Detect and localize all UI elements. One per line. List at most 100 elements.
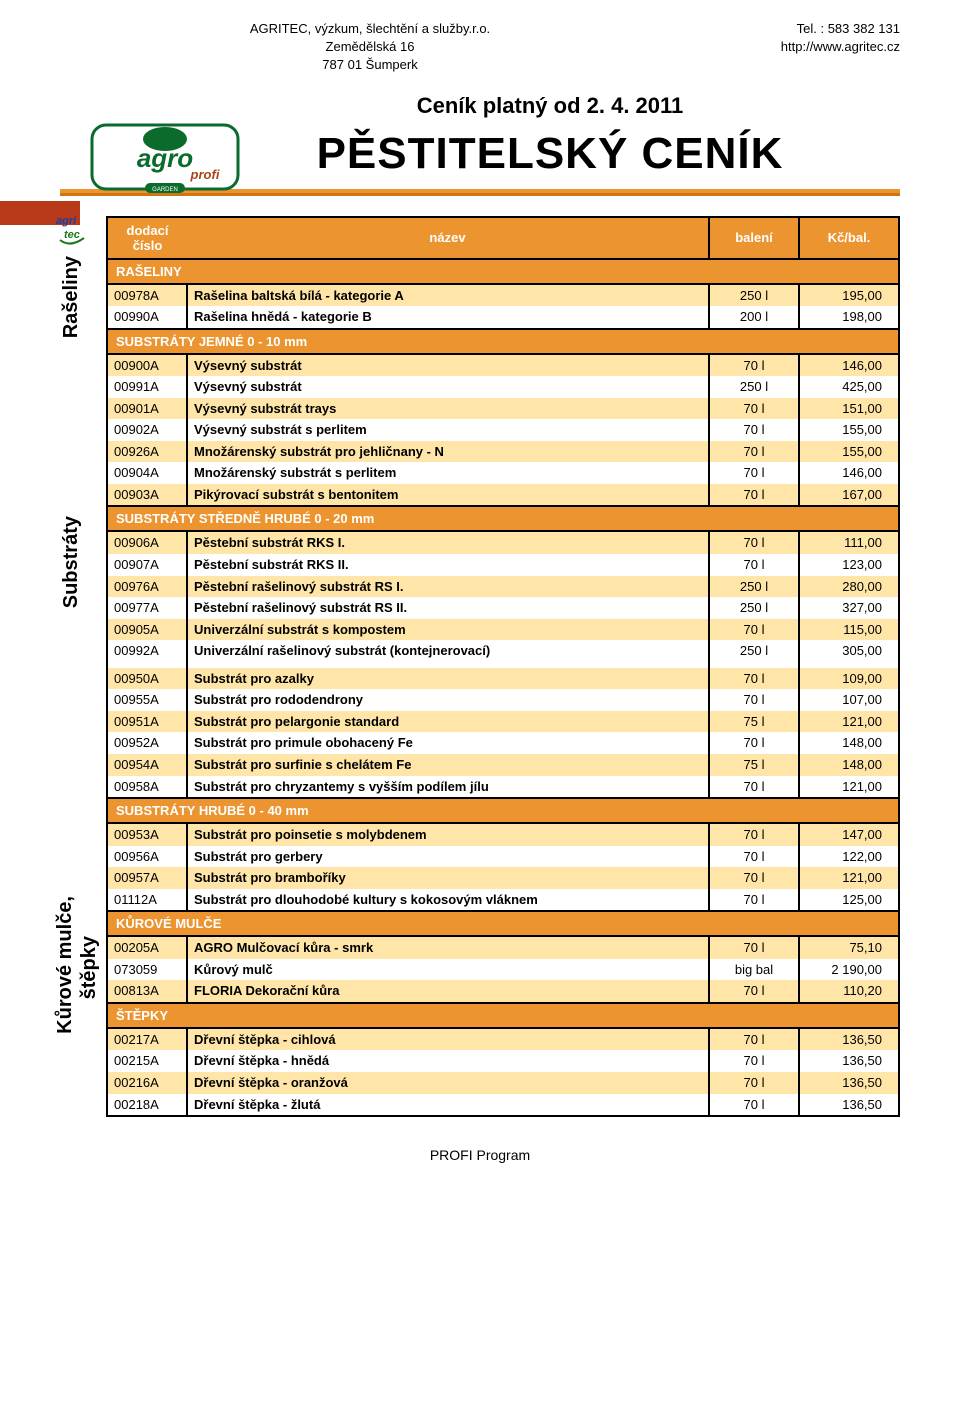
cell-price: 115,00 [799,619,899,641]
cell-code: 00901A [107,398,187,420]
cell-pack: 70 l [709,419,799,441]
cell-pack: 250 l [709,576,799,598]
cell-price: 136,50 [799,1094,899,1117]
cell-price: 425,00 [799,376,899,398]
table-row: 00976APěstební rašelinový substrát RS I.… [107,576,899,598]
table-row: 00903APikýrovací substrát s bentonitem70… [107,484,899,507]
cell-price: 75,10 [799,936,899,959]
table-row: 00813AFLORIA Dekorační kůra70 l110,20 [107,980,899,1003]
cell-name: Univerzální rašelinový substrát (kontejn… [187,640,709,662]
side-labels: agri tec Rašeliny Substráty Kůrové mulče… [60,216,106,1118]
table-row: 00901AVýsevný substrát trays70 l151,00 [107,398,899,420]
table-row: 00904AMnožárenský substrát s perlitem70 … [107,462,899,484]
cell-code: 00956A [107,846,187,868]
cell-code: 00951A [107,711,187,733]
cell-price: 111,00 [799,531,899,554]
company-tel: Tel. : 583 382 131 [680,20,900,38]
cell-name: Rašelina hnědá - kategorie B [187,306,709,329]
table-row: 00977APěstební rašelinový substrát RS II… [107,597,899,619]
cell-price: 136,50 [799,1072,899,1094]
table-row: 00990ARašelina hnědá - kategorie B200 l1… [107,306,899,329]
table-row: 01112ASubstrát pro dlouhodobé kultury s … [107,889,899,912]
title-block: agro profi GARDEN Ceník platný od 2. 4. … [60,93,900,196]
cell-pack: 250 l [709,640,799,662]
col-code-l1: dodací [114,223,181,238]
cell-price: 121,00 [799,867,899,889]
section-header: KŮROVÉ MULČE [107,911,899,936]
table-row: 00951ASubstrát pro pelargonie standard75… [107,711,899,733]
company-addr1: Zemědělská 16 [60,38,680,56]
table-row: 00952ASubstrát pro primule obohacený Fe7… [107,732,899,754]
cell-code: 00954A [107,754,187,776]
cell-name: Pěstební substrát RKS II. [187,554,709,576]
table-row: 00907APěstební substrát RKS II.70 l123,0… [107,554,899,576]
cell-price: 147,00 [799,823,899,846]
table-row: 00950ASubstrát pro azalky70 l109,00 [107,668,899,690]
table-row: 00902AVýsevný substrát s perlitem70 l155… [107,419,899,441]
cell-price: 146,00 [799,354,899,377]
cell-pack: 250 l [709,376,799,398]
cell-code: 01112A [107,889,187,912]
cell-name: Rašelina baltská bílá - kategorie A [187,284,709,307]
cell-code: 00990A [107,306,187,329]
section-header: SUBSTRÁTY STŘEDNĚ HRUBÉ 0 - 20 mm [107,506,899,531]
cell-pack: 70 l [709,867,799,889]
cell-code: 00218A [107,1094,187,1117]
svg-text:agri: agri [56,215,77,227]
svg-text:profi: profi [190,167,220,182]
cell-pack: 70 l [709,619,799,641]
cell-name: Substrát pro surfinie s chelátem Fe [187,754,709,776]
cell-price: 280,00 [799,576,899,598]
cell-price: 136,50 [799,1050,899,1072]
valid-from: Ceník platný od 2. 4. 2011 [200,93,900,119]
table-row: 00957ASubstrát pro bramboříky70 l121,00 [107,867,899,889]
table-row: 00956ASubstrát pro gerbery70 l122,00 [107,846,899,868]
cell-price: 198,00 [799,306,899,329]
cell-code: 00976A [107,576,187,598]
cell-pack: 75 l [709,754,799,776]
cell-price: 305,00 [799,640,899,662]
cell-pack: 70 l [709,689,799,711]
cell-code: 00977A [107,597,187,619]
cell-name: Dřevní štěpka - cihlová [187,1028,709,1051]
cell-name: Kůrový mulč [187,959,709,981]
section-header: ŠTĚPKY [107,1003,899,1028]
cell-code: 00991A [107,376,187,398]
col-pack: balení [709,217,799,259]
cell-code: 00903A [107,484,187,507]
content-row: agri tec Rašeliny Substráty Kůrové mulče… [60,216,900,1118]
cell-pack: 70 l [709,936,799,959]
svg-text:agro: agro [137,143,193,173]
company-addr2: 787 01 Šumperk [60,56,680,74]
table-body: RAŠELINY00978ARašelina baltská bílá - ka… [107,259,899,1117]
cell-price: 122,00 [799,846,899,868]
cell-pack: 70 l [709,668,799,690]
cell-name: Pěstební rašelinový substrát RS I. [187,576,709,598]
cell-pack: 70 l [709,1094,799,1117]
table-row: 00992AUniverzální rašelinový substrát (k… [107,640,899,662]
cell-price: 146,00 [799,462,899,484]
cell-pack: 70 l [709,462,799,484]
price-table: dodací číslo název balení Kč/bal. RAŠELI… [106,216,900,1118]
main-title: PĚSTITELSKÝ CENÍK [200,129,900,179]
cell-code: 00902A [107,419,187,441]
cell-price: 121,00 [799,776,899,799]
col-code-l2: číslo [114,238,181,253]
cell-price: 125,00 [799,889,899,912]
cell-name: AGRO Mulčovací kůra - smrk [187,936,709,959]
cell-code: 00905A [107,619,187,641]
table-row: 00215ADřevní štěpka - hnědá70 l136,50 [107,1050,899,1072]
table-row: 00926AMnožárenský substrát pro jehličnan… [107,441,899,463]
col-name: název [187,217,709,259]
cell-code: 00216A [107,1072,187,1094]
contact-block: Tel. : 583 382 131 http://www.agritec.cz [680,20,900,75]
cell-price: 109,00 [799,668,899,690]
table-row: 00991AVýsevný substrát250 l425,00 [107,376,899,398]
cell-code: 00992A [107,640,187,662]
cell-code: 00926A [107,441,187,463]
cell-pack: 200 l [709,306,799,329]
cell-pack: 70 l [709,823,799,846]
cell-pack: 250 l [709,284,799,307]
cell-name: Substrát pro poinsetie s molybdenem [187,823,709,846]
table-row: 00978ARašelina baltská bílá - kategorie … [107,284,899,307]
